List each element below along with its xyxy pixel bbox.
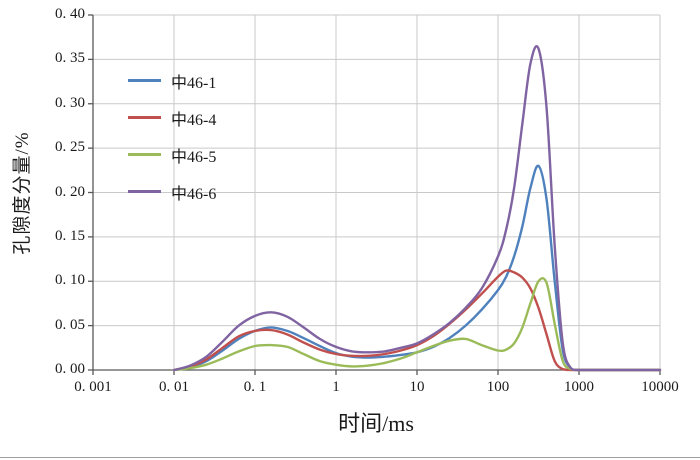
legend-item: 中46-1 [128,62,216,99]
x-tick-label: 1000 [564,379,594,395]
x-tick-label: 0. 1 [243,379,267,395]
y-tick-label: 0. 15 [55,227,85,244]
legend-swatch [128,153,161,156]
y-tick-label: 0. 20 [55,183,85,200]
series-line-中46-4 [172,269,662,372]
x-axis-title: 时间/ms [338,411,414,436]
x-tick-label: 0. 01 [159,379,189,395]
legend-swatch [128,190,161,193]
bottom-rule [0,457,700,458]
legend-label: 中46-1 [171,74,217,92]
y-tick-label: 0. 35 [55,50,85,67]
legend-swatch [128,79,161,82]
y-tick-label: 0. 40 [55,6,85,22]
legend-label: 中46-6 [171,185,217,203]
series-line-中46-6 [172,44,662,372]
x-tick-label: 10 [409,379,425,395]
x-tick-label: 10000 [641,379,679,395]
legend-label: 中46-5 [171,148,217,166]
x-tick-label: 1 [332,379,340,395]
y-tick-label: 0. 10 [55,272,85,289]
legend-swatch [128,116,161,119]
legend-item: 中46-6 [128,173,216,210]
legend-item: 中46-5 [128,136,216,173]
legend-label: 中46-4 [171,111,217,129]
y-tick-label: 0. 00 [55,361,85,377]
x-tick-label: 100 [486,379,510,395]
x-tick-label: 0. 001 [74,379,112,395]
y-tick-label: 0. 30 [55,94,85,111]
series-line-中46-5 [172,277,662,372]
y-tick-label: 0. 05 [55,316,85,333]
legend: 中46-1 中46-4 中46-5 中46-6 [128,62,216,210]
y-tick-label: 0. 25 [55,139,85,156]
legend-item: 中46-4 [128,99,216,136]
